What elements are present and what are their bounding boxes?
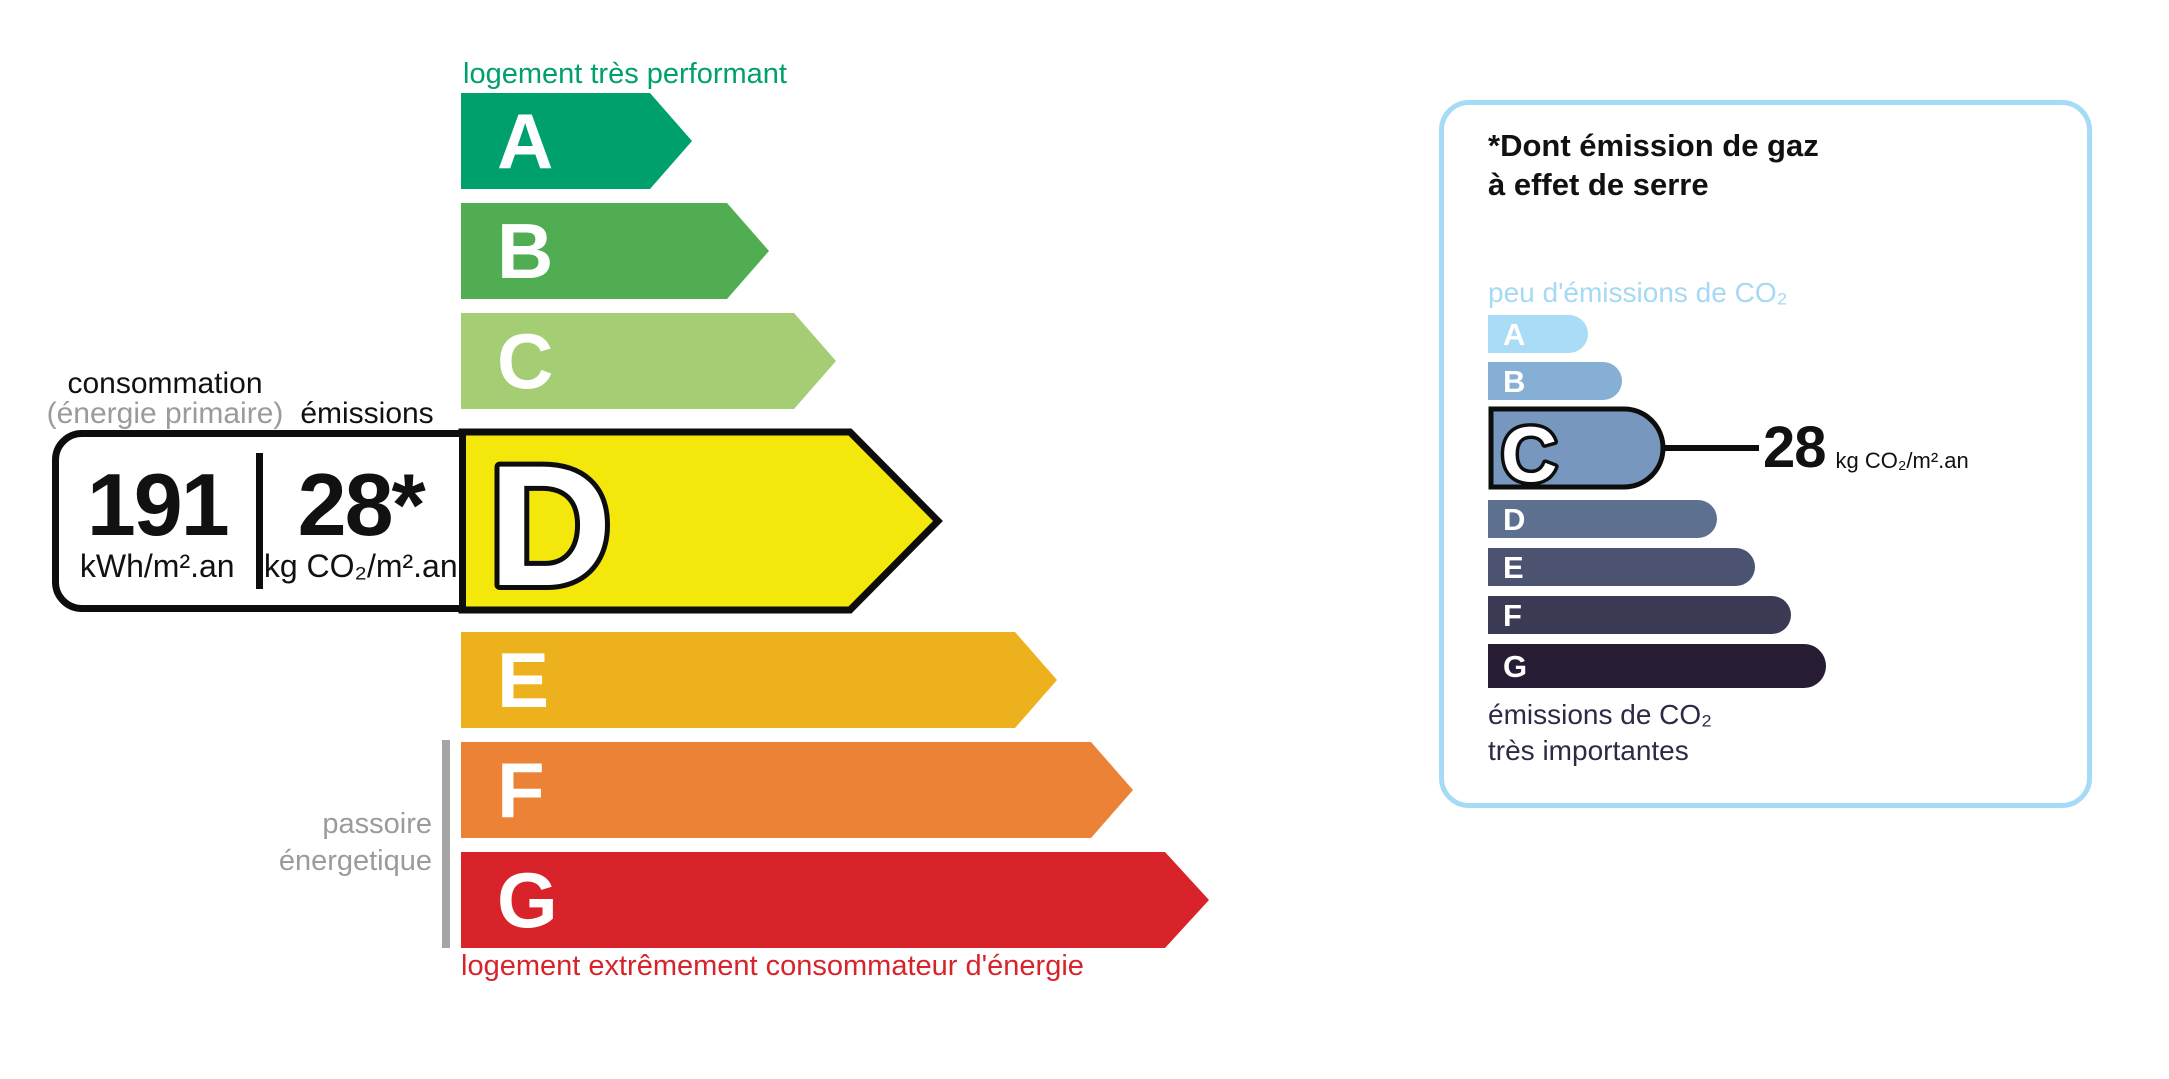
co2-value-row: 28 kg CO₂/m².an	[1663, 406, 1969, 490]
energy-bottom-label: logement extrêmement consommateur d'éner…	[461, 950, 1084, 982]
co2-grade-g-letter: G	[1503, 648, 1528, 684]
co2-grade-d: D	[1488, 500, 1717, 538]
emissions-unit: kg CO₂/m².an	[263, 548, 458, 585]
co2-grade-b: B	[1488, 362, 1622, 400]
energy-grade-a-letter: A	[497, 97, 554, 185]
energy-grade-g-letter: G	[497, 856, 558, 944]
consumption-subheader: (énergie primaire)	[46, 397, 284, 430]
emissions-value: 28*	[297, 454, 426, 554]
co2-grade-b-letter: B	[1503, 363, 1526, 399]
co2-grade-f-letter: F	[1503, 597, 1522, 633]
consumption-value: 191	[86, 454, 230, 554]
consumption-cell: 191 kWh/m².an	[59, 437, 256, 605]
energy-grade-b: B	[461, 203, 769, 299]
energy-grade-c: C	[461, 313, 836, 409]
values-box-divider	[255, 453, 263, 589]
co2-value: 28	[1763, 415, 1827, 480]
emissions-cell: 28* kg CO₂/m².an	[263, 437, 460, 605]
consumption-header: consommation	[67, 367, 263, 400]
co2-panel: *Dont émission de gaz à effet de serre p…	[1439, 100, 2092, 808]
co2-grade-g: G	[1488, 644, 1826, 688]
energy-grade-f: F	[461, 742, 1133, 838]
co2-bottom-label: émissions de CO₂ très importantes	[1488, 697, 1712, 769]
energy-grade-e-letter: E	[497, 636, 550, 724]
co2-grade-f: F	[1488, 596, 1791, 634]
passoire-bracket-bar	[442, 740, 450, 948]
energy-grade-a: A	[461, 93, 692, 189]
energy-grade-c-letter: C	[497, 317, 554, 405]
energy-grade-e: E	[461, 632, 1057, 728]
co2-grade-c-shape	[1488, 406, 1666, 490]
values-box: 191 kWh/m².an 28* kg CO₂/m².an	[52, 430, 466, 612]
co2-panel-title: *Dont émission de gaz à effet de serre	[1488, 127, 1819, 205]
co2-grade-e-letter: E	[1503, 549, 1524, 585]
consumption-unit: kWh/m².an	[79, 548, 235, 585]
co2-bottom-label-line1: émissions de CO₂	[1488, 699, 1713, 730]
co2-grade-e: E	[1488, 548, 1755, 586]
co2-top-label: peu d'émissions de CO₂	[1488, 277, 1788, 308]
energy-grade-d-letter: D	[488, 430, 612, 614]
co2-panel-title-line1: *Dont émission de gaz	[1488, 128, 1819, 163]
energy-grade-g: G	[461, 852, 1209, 948]
co2-grade-c-letter: C	[1501, 410, 1557, 490]
co2-unit: kg CO₂/m².an	[1835, 448, 1969, 473]
energy-grade-f-letter: F	[497, 746, 545, 834]
co2-grade-c: C	[1488, 406, 1666, 490]
co2-bottom-label-line2: très importantes	[1488, 734, 1689, 766]
co2-grade-d-letter: D	[1503, 501, 1526, 537]
energy-grade-b-letter: B	[497, 207, 554, 295]
co2-panel-title-line2: à effet de serre	[1488, 166, 1709, 202]
passoire-label-line2: énergetique	[278, 845, 432, 878]
co2-connector-line	[1663, 445, 1759, 451]
passoire-label: passoire énergetique	[182, 806, 432, 880]
passoire-label-line1: passoire	[322, 808, 432, 840]
co2-grade-a: A	[1488, 315, 1588, 353]
co2-grade-a-letter: A	[1503, 316, 1526, 352]
energy-top-label: logement très performant	[463, 58, 787, 90]
emissions-header: émissions	[300, 397, 434, 430]
energy-grade-d: D	[458, 428, 943, 614]
